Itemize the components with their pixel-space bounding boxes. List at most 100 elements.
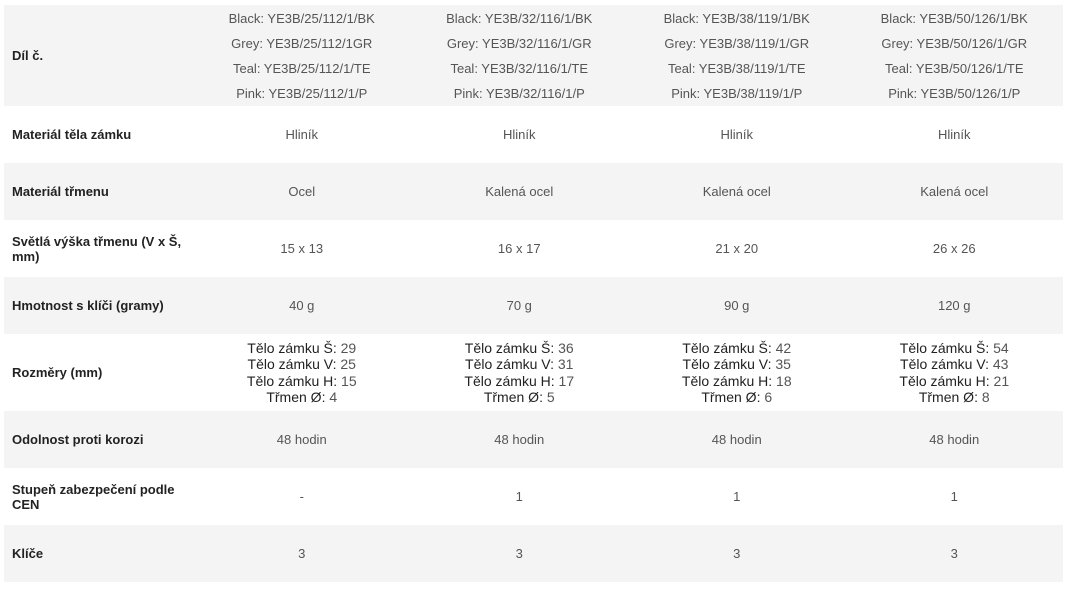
table-cell: Hliník bbox=[720, 127, 753, 142]
table-cell: 21 x 20 bbox=[715, 241, 759, 256]
dimension-value: 4 bbox=[329, 389, 338, 405]
dimension-key: Tělo zámku Š: bbox=[464, 339, 555, 356]
dimension-key: Třmen Ø: bbox=[266, 389, 326, 405]
part-number: Grey: YE3B/50/126/1/GR bbox=[881, 35, 1028, 51]
part-number: Pink: YE3B/38/119/1/P bbox=[671, 85, 803, 101]
part-number: Teal: YE3B/25/112/1/TE bbox=[232, 60, 371, 76]
dimension-value: 31 bbox=[557, 356, 574, 372]
table-cell: Black: YE3B/32/116/1/BK Grey: YE3B/32/116… bbox=[410, 5, 628, 106]
dimension-key: Tělo zámku V: bbox=[247, 356, 337, 372]
table-cell: Hliník bbox=[937, 127, 971, 142]
dimension-key: Tělo zámku H: bbox=[464, 372, 555, 389]
dimension-key: Třmen Ø: bbox=[483, 389, 543, 405]
table-row: Hmotnost s klíči (gramy) 40 g 70 g 90 g 120 … bbox=[4, 277, 1063, 334]
table-cell: 48 hodin bbox=[845, 411, 1063, 468]
dimension-line: Tělo zámku V: 25 bbox=[193, 356, 411, 373]
table-cell: 15 x 13 bbox=[280, 241, 324, 256]
table-cell: 120 g bbox=[845, 277, 1063, 334]
table-row: Odolnost proti korozi 48 hodin 48 hodin 48 … bbox=[4, 411, 1063, 468]
table-cell: Kalená ocel bbox=[410, 163, 628, 220]
row-label: Klíče bbox=[4, 525, 193, 582]
dimension-line: Třmen Ø: 8 bbox=[846, 389, 1064, 406]
dimension-value: 18 bbox=[776, 372, 792, 389]
table-cell: 48 hodin bbox=[628, 411, 846, 468]
dimension-line: Tělo zámku Š: 29 bbox=[193, 340, 411, 357]
part-number: Black: YE3B/32/116/1/BK bbox=[446, 10, 593, 26]
part-number: Teal: YE3B/38/119/1/TE bbox=[667, 60, 806, 76]
part-number: Pink: YE3B/25/112/1/P bbox=[236, 85, 368, 101]
table-cell: Black: YE3B/38/119/1/BK Grey: YE3B/38/119… bbox=[628, 5, 846, 106]
dimension-key: Tělo zámku H: bbox=[246, 372, 338, 389]
dimension-line: Tělo zámku H: 17 bbox=[411, 373, 629, 390]
dimension-value: 54 bbox=[993, 339, 1009, 356]
dimension-key: Tělo zámku Š: bbox=[899, 339, 990, 356]
table-cell: 70 g bbox=[410, 277, 628, 334]
dimension-value: 29 bbox=[340, 339, 357, 356]
dimension-key: Tělo zámku V: bbox=[465, 356, 554, 372]
part-number: Black: YE3B/38/119/1/BK bbox=[663, 10, 810, 26]
dimension-line: Tělo zámku H: 18 bbox=[628, 373, 846, 390]
table-row: Díl č. Black: YE3B/25/112/1/BK Grey: YE3B/… bbox=[4, 5, 1063, 106]
part-number: Grey: YE3B/38/119/1/GR bbox=[664, 35, 810, 51]
table-cell: Tělo zámku Š: 42 Tělo zámku V: 35 Tělo zám… bbox=[628, 334, 846, 411]
table-cell: Kalená ocel bbox=[628, 163, 846, 220]
table-cell: Black: YE3B/50/126/1/BK Grey: YE3B/50/126… bbox=[845, 5, 1063, 106]
dimension-value: 43 bbox=[992, 356, 1009, 372]
part-number: Teal: YE3B/50/126/1/TE bbox=[884, 60, 1024, 76]
table-cell: 1 bbox=[733, 489, 741, 504]
table-cell: 40 g bbox=[193, 277, 411, 334]
table-cell: 90 g bbox=[628, 277, 846, 334]
dimension-line: Tělo zámku Š: 54 bbox=[846, 340, 1064, 357]
table-cell: Black: YE3B/25/112/1/BK Grey: YE3B/25/112… bbox=[193, 5, 411, 106]
dimension-value: 5 bbox=[546, 389, 555, 405]
spec-table: Díl č. Black: YE3B/25/112/1/BK Grey: YE3B/… bbox=[4, 5, 1063, 582]
table-cell: 3 bbox=[193, 525, 411, 582]
dimension-key: Tělo zámku V: bbox=[900, 356, 989, 372]
row-label: Materiál třmenu bbox=[4, 163, 193, 220]
table-row: Světlá výška třmenu (V x Š, mm) 15 x 13 16… bbox=[4, 220, 1063, 277]
table-cell: 48 hodin bbox=[193, 411, 411, 468]
table-cell: 3 bbox=[628, 525, 846, 582]
part-number: Teal: YE3B/32/116/1/TE bbox=[450, 60, 589, 76]
table-cell: 1 bbox=[515, 489, 523, 504]
dimension-line: Tělo zámku H: 21 bbox=[846, 373, 1064, 390]
table-row: Materiál těla zámku Hliník Hliník Hliník Hli… bbox=[4, 106, 1063, 163]
dimension-key: Tělo zámku H: bbox=[681, 372, 773, 389]
table-row: Materiál třmenu Ocel Kalená ocel Kalená oce… bbox=[4, 163, 1063, 220]
dimension-line: Tělo zámku V: 31 bbox=[411, 356, 629, 373]
part-number: Grey: YE3B/32/116/1/GR bbox=[446, 35, 592, 51]
part-number: Pink: YE3B/50/126/1/P bbox=[888, 85, 1021, 101]
table-cell: 26 x 26 bbox=[932, 241, 976, 256]
table-row: Klíče 3 3 3 3 bbox=[4, 525, 1063, 582]
row-label: Materiál těla zámku bbox=[12, 127, 132, 142]
dimension-key: Tělo zámku Š: bbox=[682, 339, 772, 356]
table-cell: Tělo zámku Š: 54 Tělo zámku V: 43 Tělo zám… bbox=[846, 334, 1064, 411]
table-cell: 3 bbox=[410, 525, 628, 582]
table-cell: - bbox=[299, 489, 304, 504]
part-number: Grey: YE3B/25/112/1GR bbox=[231, 35, 373, 51]
dimension-value: 42 bbox=[775, 339, 792, 356]
dimension-key: Tělo zámku H: bbox=[899, 372, 990, 389]
table-cell: Tělo zámku Š: 36 Tělo zámku V: 31 Tělo zám… bbox=[411, 334, 629, 411]
dimension-line: Tělo zámku V: 35 bbox=[628, 356, 846, 373]
dimension-value: 36 bbox=[558, 339, 574, 356]
dimension-key: Tělo zámku Š: bbox=[247, 339, 337, 356]
table-cell: Hliník bbox=[502, 127, 536, 142]
table-cell: Kalená ocel bbox=[845, 163, 1063, 220]
dimension-line: Třmen Ø: 4 bbox=[193, 389, 411, 406]
dimension-value: 6 bbox=[764, 389, 773, 405]
dimension-line: Třmen Ø: 6 bbox=[628, 389, 846, 406]
dimension-line: Tělo zámku H: 15 bbox=[193, 373, 411, 390]
table-cell: 48 hodin bbox=[410, 411, 628, 468]
row-label: Hmotnost s klíči (gramy) bbox=[4, 277, 193, 334]
table-cell: 1 bbox=[950, 489, 958, 504]
table-row: Stupeň zabezpečení podle CEN - 1 1 1 bbox=[4, 468, 1063, 525]
dimension-value: 8 bbox=[981, 389, 990, 405]
part-number: Pink: YE3B/32/116/1/P bbox=[453, 85, 585, 101]
table-cell: Hliník bbox=[285, 127, 318, 142]
dimension-key: Třmen Ø: bbox=[918, 389, 978, 405]
dimension-value: 25 bbox=[340, 356, 356, 372]
table-cell: 3 bbox=[845, 525, 1063, 582]
row-label: Odolnost proti korozi bbox=[4, 411, 193, 468]
part-number: Black: YE3B/50/126/1/BK bbox=[880, 10, 1028, 26]
